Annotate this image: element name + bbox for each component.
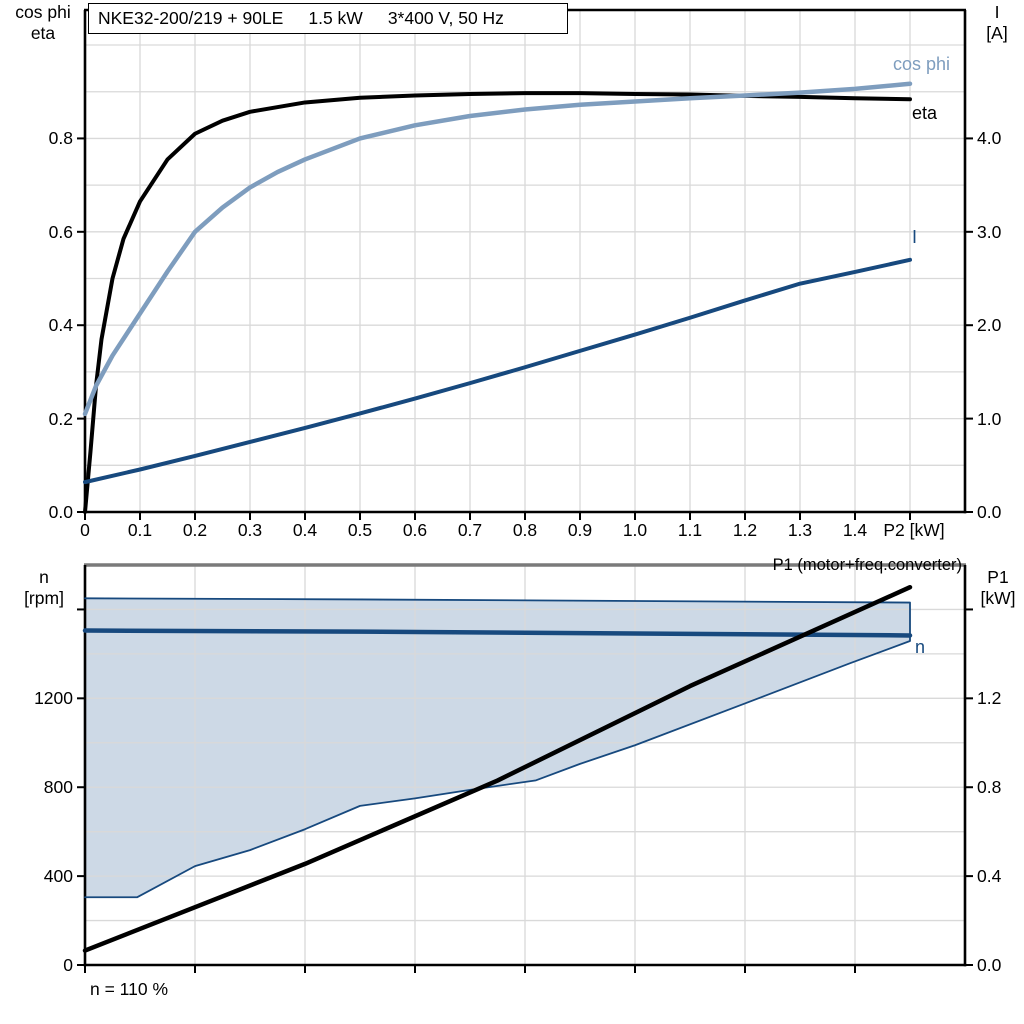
y-left-tick-label: 0 — [63, 955, 73, 975]
operating-envelope-curve — [84, 597, 911, 899]
chart-title-box: NKE32-200/219 + 90LE 1.5 kW 3*400 V, 50 … — [88, 3, 568, 34]
upper-left-axis-header: cos phi eta — [4, 2, 82, 44]
y-right-tick-label: 3.0 — [977, 221, 1002, 242]
y-left-tick-label: 0.0 — [48, 502, 73, 522]
x-tick-label: 0.2 — [182, 520, 208, 540]
title-pump-model: NKE32-200/219 + 90LE — [98, 8, 284, 28]
y-left-tick-label: 0.6 — [48, 221, 73, 242]
axis-header-eta: eta — [30, 23, 56, 43]
x-tick-label: 0.1 — [127, 520, 153, 540]
input-power-curve — [82, 584, 913, 953]
p1-curve-caption: P1 (motor+freq.converter) — [772, 556, 962, 574]
y-left-tick-label: 0.8 — [48, 128, 73, 149]
cos-phi-curve — [82, 81, 913, 417]
axis-header-speed-unit: [rpm] — [24, 588, 64, 608]
eta-curve-label: eta — [912, 103, 938, 123]
y-left-tick-label: 0.4 — [48, 315, 73, 336]
current-curve — [83, 257, 912, 485]
y-right-tick-label: 4.0 — [977, 128, 1002, 149]
x-tick-label: 1.3 — [787, 520, 813, 540]
y-right-tick-label: 0.0 — [977, 955, 1002, 975]
lower-chart-grid — [85, 565, 965, 965]
speed-curve — [82, 628, 913, 638]
x-tick-label: 1.2 — [732, 520, 758, 540]
x-tick-label: 1.1 — [677, 520, 703, 540]
axis-header-current: I — [994, 2, 1000, 22]
x-tick-label: 0.8 — [512, 520, 538, 540]
operating-envelope-fill — [85, 598, 910, 898]
upper-chart-grid — [85, 10, 965, 512]
axis-header-current-unit: [A] — [986, 23, 1008, 43]
x-tick-label: 0.4 — [292, 520, 318, 540]
lower-right-axis-header: P1 [kW] — [972, 567, 1024, 609]
y-right-tick-label: 0.4 — [977, 866, 1002, 887]
eta-curve — [83, 91, 912, 514]
lower-chart — [77, 563, 973, 973]
axis-header-p1-unit: [kW] — [980, 588, 1016, 608]
upper-right-axis-header: I [A] — [972, 2, 1022, 44]
y-right-tick-label: 1.0 — [977, 408, 1002, 429]
x-tick-label: 0 — [80, 520, 90, 540]
y-left-tick-label: 0.2 — [48, 408, 73, 429]
x-tick-label: 0.6 — [402, 520, 428, 540]
y-right-tick-label: 0.0 — [977, 502, 1002, 522]
axis-header-cos-phi: cos phi — [15, 2, 71, 22]
title-rated-power: 1.5 kW — [308, 8, 363, 28]
y-left-tick-label: 1200 — [34, 688, 73, 709]
axis-header-speed: n — [39, 567, 49, 587]
y-left-tick-label: 400 — [43, 866, 73, 887]
x-tick-label: 1.4 — [842, 520, 868, 540]
speed-curve-label: n — [915, 637, 926, 657]
x-axis-title: P2 [kW] — [883, 520, 945, 540]
upper-chart — [77, 8, 973, 520]
x-tick-label: 0.9 — [567, 520, 593, 540]
x-tick-label: 1.0 — [622, 520, 648, 540]
y-left-tick-label: 800 — [43, 777, 73, 798]
axis-header-p1: P1 — [987, 567, 1009, 587]
title-supply: 3*400 V, 50 Hz — [387, 8, 504, 28]
y-right-tick-label: 2.0 — [977, 315, 1002, 336]
x-tick-label: 0.5 — [347, 520, 373, 540]
y-right-tick-label: 1.2 — [977, 688, 1002, 709]
cos-phi-curve-label: cos phi — [893, 54, 951, 74]
lower-left-axis-header: n [rpm] — [8, 567, 80, 609]
current-curve-label: I — [912, 227, 918, 247]
speed-percentage-note: n = 110 % — [90, 979, 168, 999]
x-tick-label: 0.3 — [237, 520, 263, 540]
y-right-tick-label: 0.8 — [977, 777, 1002, 798]
x-tick-label: 0.7 — [457, 520, 483, 540]
